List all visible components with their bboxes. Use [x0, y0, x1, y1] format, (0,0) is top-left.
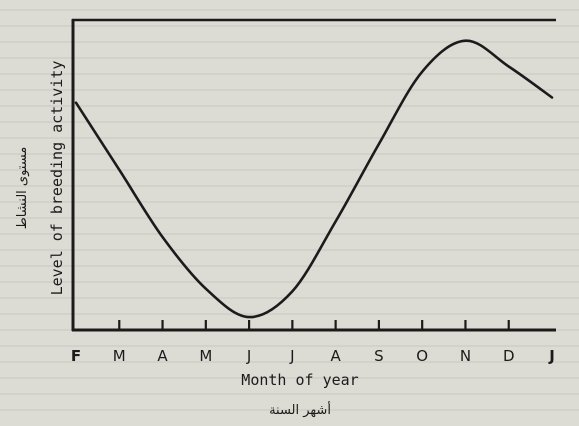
y-axis-title: Level of breeding activity	[48, 61, 66, 296]
x-tick-label: J	[246, 347, 251, 365]
x-axis-ticks	[118, 320, 510, 331]
x-tick-label: A	[157, 347, 168, 365]
x-tick-label: M	[113, 347, 126, 365]
x-tick-label: J	[548, 347, 555, 365]
x-tick-label: A	[331, 347, 342, 365]
x-tick-label: D	[503, 347, 515, 365]
x-axis-title-secondary: أشهر السنة	[269, 401, 331, 418]
x-tick-label: F	[71, 347, 81, 365]
x-tick-label: S	[374, 347, 384, 365]
breeding-activity-line	[74, 39, 554, 319]
y-axis-title-secondary: مستوى النشاط	[15, 147, 30, 230]
x-tick-label: M	[199, 347, 212, 365]
x-axis-title: Month of year	[241, 371, 358, 389]
x-tick-label: N	[460, 347, 471, 365]
background-print-lines	[0, 9, 579, 411]
x-tick-label: J	[289, 347, 294, 365]
x-tick-label: O	[416, 347, 428, 365]
